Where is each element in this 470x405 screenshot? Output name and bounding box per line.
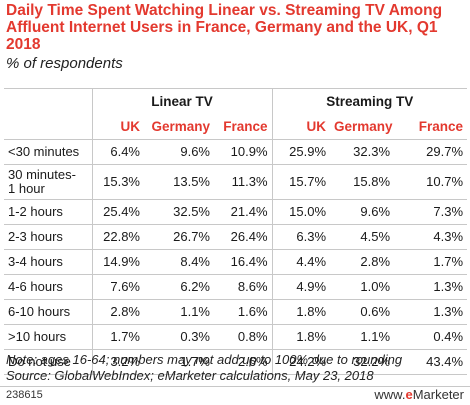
- table-row: 30 minutes- 1 hour 15.3% 13.5% 11.3% 15.7% 15…: [4, 164, 468, 200]
- table-cell: 2.8%: [91, 299, 144, 325]
- table-cell: 0.4%: [394, 324, 468, 350]
- table-cell: 8.4%: [144, 249, 214, 275]
- table-row: 6-10 hours 2.8% 1.1% 1.6% 1.8% 0.6% 1.3%: [4, 299, 468, 325]
- row-label: 2-3 hours: [4, 224, 92, 250]
- table-cell: 4.3%: [394, 224, 468, 250]
- table-cell: 6.2%: [144, 274, 214, 300]
- logo-name: Marketer: [412, 387, 464, 402]
- table-cell: 24.2%: [271, 349, 331, 375]
- table-cell: 0.6%: [330, 299, 395, 325]
- note-text: Note: ages 16-64; numbers may not add up…: [6, 352, 403, 367]
- table-cell: 10.7%: [394, 164, 468, 200]
- table-cell: 2.6%: [214, 349, 273, 375]
- logo-e: e: [405, 387, 413, 402]
- table-cell: 1.0%: [330, 274, 395, 300]
- table-cell: 0.3%: [144, 324, 214, 350]
- data-table: Linear TV Streaming TV UK Germany France…: [4, 88, 468, 375]
- row-label: Do not use: [4, 349, 92, 375]
- logo-prefix: www.: [374, 387, 406, 402]
- table-cell: 1.3%: [394, 274, 468, 300]
- table-row: >10 hours 1.7% 0.3% 0.8% 1.8% 1.1% 0.4%: [4, 324, 468, 350]
- table-row: 2-3 hours 22.8% 26.7% 26.4% 6.3% 4.5% 4.3%: [4, 224, 468, 250]
- table-cell: 1.3%: [394, 299, 468, 325]
- table-cell: 1.7%: [144, 349, 214, 375]
- table-cell: 26.4%: [214, 224, 273, 250]
- col-header-streaming-uk: UK: [271, 114, 331, 140]
- table-cell: 1.8%: [271, 324, 331, 350]
- row-label: 4-6 hours: [4, 274, 92, 300]
- table-cell: 4.5%: [330, 224, 395, 250]
- table-cell: 8.6%: [214, 274, 273, 300]
- table-cell: 1.6%: [214, 299, 273, 325]
- table-row: Do not use 3.2% 1.7% 2.6% 24.2% 32.2% 43.4%: [4, 349, 468, 375]
- chart-subtitle: % of respondents: [6, 55, 123, 72]
- table-cell: 15.7%: [271, 164, 331, 200]
- table-cell: 2.8%: [330, 249, 395, 275]
- table-cell: 22.8%: [91, 224, 144, 250]
- table-row: 4-6 hours 7.6% 6.2% 8.6% 4.9% 1.0% 1.3%: [4, 274, 468, 300]
- table-cell: 0.8%: [214, 324, 273, 350]
- table-cell: 25.4%: [91, 199, 144, 225]
- emarketer-logo: www.eMarketer: [374, 387, 464, 402]
- footnote: Note: ages 16-64; numbers may not add up…: [6, 352, 402, 384]
- footer-divider: [0, 386, 470, 387]
- row-label: <30 minutes: [4, 139, 92, 165]
- row-label: >10 hours: [4, 324, 92, 350]
- table-cell: 1.1%: [330, 324, 395, 350]
- col-header-linear-germany: Germany: [144, 114, 214, 140]
- table-cell: 9.6%: [144, 139, 214, 165]
- table-cell: 15.3%: [91, 164, 144, 200]
- table-row: 3-4 hours 14.9% 8.4% 16.4% 4.4% 2.8% 1.7%: [4, 249, 468, 275]
- data-table-container: Linear TV Streaming TV UK Germany France…: [4, 88, 468, 375]
- chart-id: 238615: [6, 389, 43, 401]
- table-cell: 13.5%: [144, 164, 214, 200]
- country-header-row: UK Germany France UK Germany France: [4, 114, 468, 140]
- table-cell: 11.3%: [214, 164, 273, 200]
- table-cell: 32.5%: [144, 199, 214, 225]
- table-cell: 1.1%: [144, 299, 214, 325]
- table-cell: 29.7%: [394, 139, 468, 165]
- table-cell: 1.8%: [271, 299, 331, 325]
- row-label: 1-2 hours: [4, 199, 92, 225]
- table-cell: 14.9%: [91, 249, 144, 275]
- header-corner: [4, 88, 92, 114]
- row-label: 3-4 hours: [4, 249, 92, 275]
- table-cell: 16.4%: [214, 249, 273, 275]
- table-cell: 1.7%: [91, 324, 144, 350]
- table-cell: 25.9%: [271, 139, 331, 165]
- chart-title: Daily Time Spent Watching Linear vs. Str…: [6, 2, 443, 53]
- col-header-streaming-france: France: [394, 114, 468, 140]
- row-label: 6-10 hours: [4, 299, 92, 325]
- table-cell: 9.6%: [330, 199, 395, 225]
- group-header-linear-tv: Linear TV: [91, 88, 273, 114]
- table-cell: 43.4%: [394, 349, 468, 375]
- table-cell: 4.9%: [271, 274, 331, 300]
- table-cell: 26.7%: [144, 224, 214, 250]
- col-header-linear-france: France: [214, 114, 273, 140]
- group-header-streaming-tv: Streaming TV: [271, 88, 468, 114]
- source-text: Source: GlobalWebIndex; eMarketer calcul…: [6, 368, 374, 383]
- table-cell: 21.4%: [214, 199, 273, 225]
- table-row: <30 minutes 6.4% 9.6% 10.9% 25.9% 32.3% 29.7%: [4, 139, 468, 165]
- table-cell: 7.3%: [394, 199, 468, 225]
- col-header-linear-uk: UK: [91, 114, 144, 140]
- col-header-streaming-germany: Germany: [330, 114, 395, 140]
- row-label: 30 minutes- 1 hour: [4, 164, 92, 200]
- table-row: 1-2 hours 25.4% 32.5% 21.4% 15.0% 9.6% 7.3%: [4, 199, 468, 225]
- header-corner-sub: [4, 114, 92, 140]
- table-cell: 10.9%: [214, 139, 273, 165]
- table-cell: 32.2%: [330, 349, 395, 375]
- table-cell: 15.0%: [271, 199, 331, 225]
- table-cell: 15.8%: [330, 164, 395, 200]
- table-cell: 3.2%: [91, 349, 144, 375]
- table-cell: 32.3%: [330, 139, 395, 165]
- table-cell: 1.7%: [394, 249, 468, 275]
- table-cell: 7.6%: [91, 274, 144, 300]
- table-cell: 6.3%: [271, 224, 331, 250]
- table-cell: 6.4%: [91, 139, 144, 165]
- group-header-row: Linear TV Streaming TV: [4, 88, 468, 114]
- table-cell: 4.4%: [271, 249, 331, 275]
